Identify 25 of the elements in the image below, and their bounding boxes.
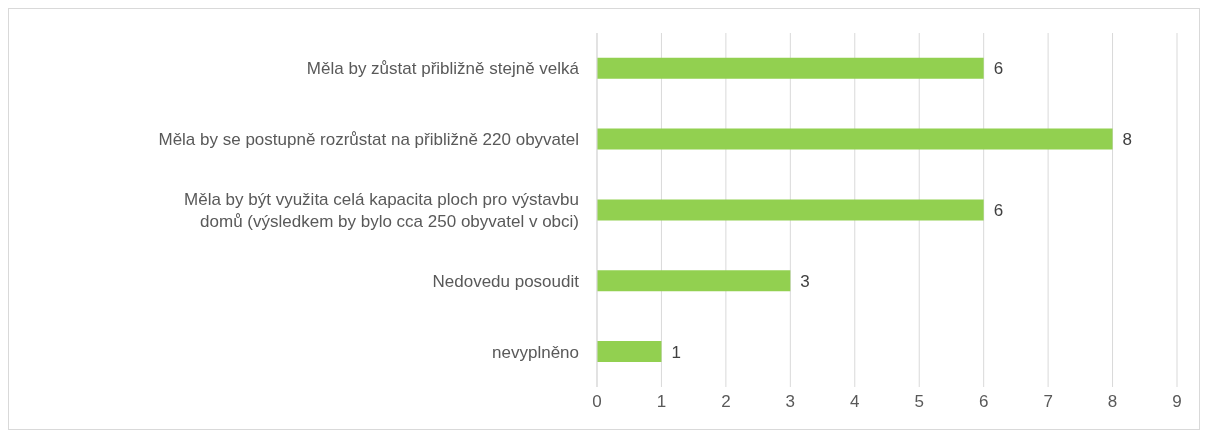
x-tick-label: 8 — [1107, 392, 1118, 412]
data-label: 1 — [671, 342, 681, 362]
data-label: 6 — [993, 59, 1004, 79]
y-tick-label: nevyplněno — [492, 342, 579, 362]
x-tick-label: 0 — [592, 392, 602, 412]
x-tick-label: 4 — [850, 392, 860, 412]
data-label: 8 — [1122, 130, 1133, 150]
y-tick-label: Nedovedu posoudit — [432, 271, 580, 291]
x-tick-label: 2 — [721, 392, 731, 412]
bar — [597, 270, 791, 292]
x-tick-label: 5 — [914, 392, 924, 412]
data-label: 6 — [993, 200, 1004, 220]
x-tick-label: 1 — [656, 392, 667, 412]
x-tick-label: 7 — [1043, 392, 1053, 412]
x-tick-label: 6 — [978, 392, 989, 412]
y-tick-label: Měla by být využita celá kapacita ploch pro výstavbu domů (výsledkem by bylo cca 250 obyvatel v obci) — [184, 189, 579, 231]
x-tick-label: 9 — [1172, 392, 1182, 412]
data-label: 3 — [800, 271, 810, 291]
bar — [597, 340, 662, 362]
bar — [597, 128, 1113, 150]
bar — [597, 199, 984, 221]
y-tick-label: Měla by zůstat přibližně stejně velká — [306, 58, 580, 78]
bar — [597, 57, 984, 79]
y-tick-label: Měla by se postupně rozrůstat na přibližně 220 obyvatel — [158, 129, 579, 149]
x-tick-label: 3 — [785, 392, 796, 412]
